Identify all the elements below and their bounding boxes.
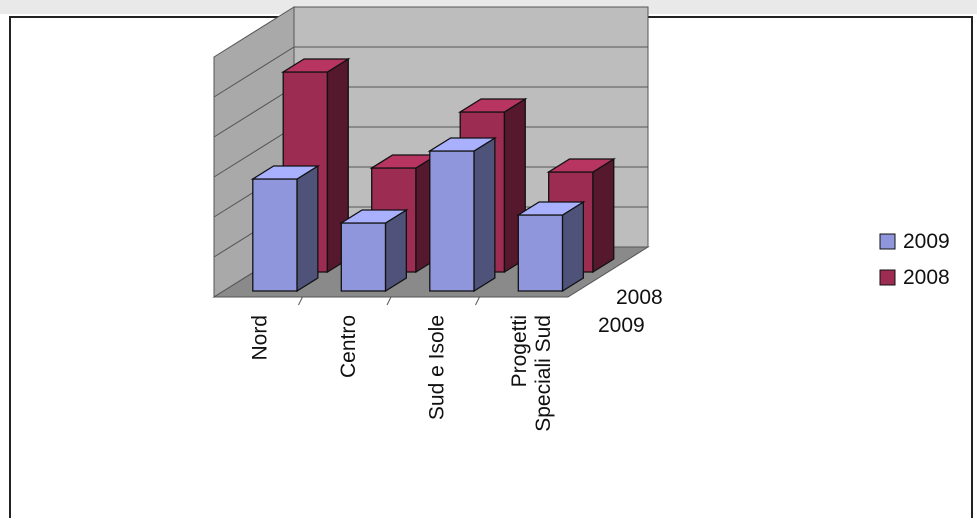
depth-label: 2008 <box>616 286 663 309</box>
bar-top <box>516 201 586 216</box>
chart-3d-column: Nord Centro Sud e Isole ProgettiSpeciali Su… <box>212 6 950 432</box>
legend-swatch <box>879 269 896 286</box>
x-tick-labels: Nord Centro Sud e Isole ProgettiSpeciali Su… <box>248 296 555 432</box>
bar-side <box>473 136 496 293</box>
depth-axis-labels: 2008 2009 <box>598 286 663 337</box>
bar-front <box>340 222 387 292</box>
bar-2009-1 <box>339 208 409 293</box>
x-tick-line: Nord <box>248 315 271 361</box>
bar-2009-0 <box>250 164 321 293</box>
x-tick-mark <box>298 296 303 306</box>
x-tick-mark <box>475 296 480 306</box>
x-tick-line: Speciali Sud <box>532 315 555 432</box>
bar-top <box>457 98 528 113</box>
bar-top <box>280 58 351 73</box>
x-tick-label: Sud e Isole <box>425 315 448 420</box>
bar-side <box>592 157 615 274</box>
bar-front <box>252 178 298 292</box>
chart-bars <box>250 57 617 293</box>
bar-top <box>546 158 617 173</box>
legend-label: 2008 <box>903 266 950 289</box>
x-tick-line: Progetti <box>508 315 531 387</box>
x-tick-mark <box>386 296 392 306</box>
x-tick-line: Sud e Isole <box>425 315 448 420</box>
x-tick-line: Centro <box>337 315 360 378</box>
depth-label: 2009 <box>598 314 645 337</box>
bar-front <box>429 150 475 292</box>
legend-swatch <box>879 233 896 250</box>
bar-front <box>517 214 564 292</box>
bar-top <box>427 137 498 152</box>
gridline <box>213 46 648 98</box>
bar-side <box>561 200 585 293</box>
x-tick-label: Centro <box>337 315 360 378</box>
x-tick-label: ProgettiSpeciali Sud <box>508 315 555 432</box>
bar-2009-2 <box>427 136 498 293</box>
legend-label: 2009 <box>903 230 950 253</box>
bar-side <box>384 208 408 293</box>
x-tick-label: Nord <box>248 315 271 361</box>
bar-2009-3 <box>516 200 586 293</box>
bar-top <box>250 165 321 180</box>
bar-top <box>339 209 409 224</box>
chart-legend: 2009 2008 <box>879 230 950 289</box>
bar-side <box>296 164 319 293</box>
